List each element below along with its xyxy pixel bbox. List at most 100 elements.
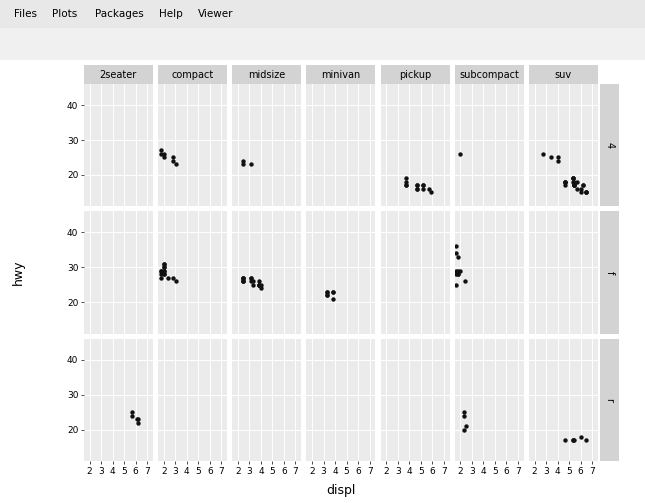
Point (537, 150, 548, 158)
Point (424, 185, 434, 193)
Point (253, 281, 264, 289)
Text: Packages: Packages (95, 9, 144, 19)
Point (168, 157, 178, 165)
Point (418, 185, 428, 193)
Point (328, 288, 338, 296)
Text: subcompact: subcompact (459, 69, 519, 79)
Point (559, 178, 570, 186)
Point (455, 150, 466, 158)
Point (572, 185, 582, 193)
Point (451, 242, 461, 250)
Point (568, 175, 578, 183)
Point (246, 274, 256, 282)
Point (459, 426, 469, 434)
Point (578, 182, 588, 190)
Point (156, 146, 166, 154)
Point (237, 277, 248, 285)
Point (132, 415, 142, 423)
Point (159, 263, 169, 271)
Text: displ: displ (326, 484, 355, 497)
Point (569, 182, 579, 190)
Point (159, 270, 169, 278)
Text: Help: Help (159, 9, 183, 19)
Point (426, 189, 436, 197)
Point (418, 182, 428, 190)
Point (461, 422, 471, 430)
Point (459, 408, 469, 416)
Point (159, 260, 169, 268)
Point (246, 277, 256, 285)
Point (559, 178, 570, 186)
Point (559, 182, 570, 190)
Point (253, 281, 264, 289)
Point (572, 178, 582, 186)
Point (568, 175, 578, 183)
Point (455, 267, 466, 275)
Point (322, 291, 332, 299)
Text: suv: suv (555, 69, 572, 79)
Point (133, 415, 143, 423)
Text: compact: compact (172, 69, 213, 79)
Text: Viewer: Viewer (198, 9, 234, 19)
Point (451, 249, 461, 258)
Point (253, 281, 264, 289)
Point (459, 411, 469, 420)
Point (559, 436, 570, 444)
Point (575, 189, 586, 197)
Point (412, 182, 422, 190)
Point (159, 260, 169, 268)
Point (401, 178, 411, 186)
Point (172, 160, 182, 169)
Point (581, 189, 591, 197)
Point (133, 418, 143, 427)
Point (159, 150, 169, 158)
Point (575, 185, 586, 193)
Point (159, 153, 169, 161)
Point (248, 277, 258, 285)
Point (159, 267, 169, 275)
Point (553, 157, 563, 165)
Point (453, 270, 463, 278)
Point (401, 182, 411, 190)
Text: Files: Files (14, 9, 37, 19)
Point (401, 175, 411, 183)
Text: f: f (604, 271, 615, 274)
Point (569, 182, 579, 190)
Point (248, 281, 258, 289)
Point (569, 178, 579, 186)
Point (581, 189, 591, 197)
Point (127, 408, 137, 416)
Text: pickup: pickup (399, 69, 431, 79)
Point (163, 274, 174, 282)
Point (328, 288, 338, 296)
Point (453, 267, 463, 275)
Point (127, 411, 137, 420)
Text: minivan: minivan (321, 69, 361, 79)
Point (568, 436, 578, 444)
Point (237, 274, 248, 282)
Point (451, 281, 461, 289)
Point (328, 295, 338, 303)
Point (569, 436, 579, 444)
Point (453, 253, 463, 261)
Point (412, 185, 422, 193)
Point (581, 189, 591, 197)
Point (322, 288, 332, 296)
Point (159, 270, 169, 278)
Point (412, 182, 422, 190)
Text: Plots: Plots (52, 9, 77, 19)
Point (253, 281, 264, 289)
Point (569, 182, 579, 190)
Point (159, 267, 169, 275)
Point (156, 267, 166, 275)
Point (451, 270, 461, 278)
Point (546, 153, 556, 161)
Point (159, 263, 169, 271)
Text: hwy: hwy (12, 260, 25, 285)
Point (553, 153, 563, 161)
Point (156, 150, 166, 158)
Point (246, 274, 256, 282)
Point (559, 178, 570, 186)
Point (256, 284, 266, 292)
Point (460, 277, 470, 285)
